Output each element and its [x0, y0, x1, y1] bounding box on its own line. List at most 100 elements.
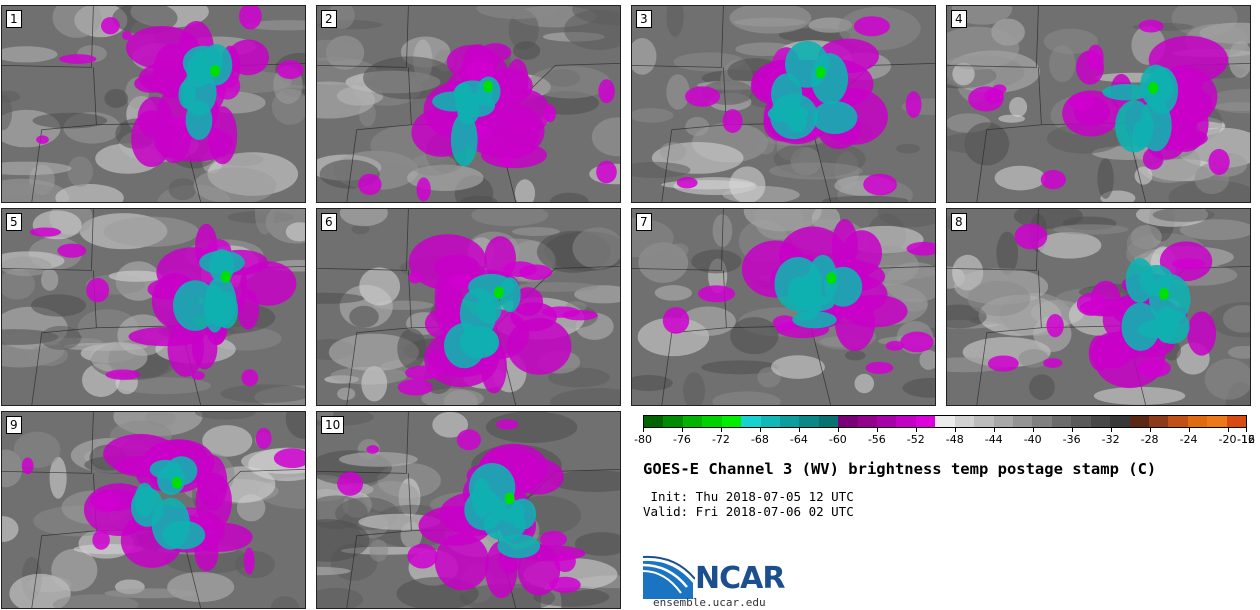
water-vapor-map	[2, 412, 305, 608]
colorbar-segment	[1129, 416, 1149, 427]
colorbar-segment	[1187, 416, 1208, 427]
colorbar-segment	[1168, 416, 1188, 427]
water-vapor-map	[317, 209, 620, 405]
colorbar-tick-mark	[1110, 428, 1112, 432]
colorbar-tick-mark	[876, 428, 878, 432]
panel-number-label: 6	[321, 213, 337, 231]
panel-number-label: 7	[636, 213, 652, 231]
colorbar-legend: -80 -76 -72 -68 -64 -60 -56 -52 -48 -44 -40 -36 -32 -…	[634, 415, 1255, 452]
stamp-panel-7: 7	[631, 208, 936, 406]
colorbar-tick-mark	[954, 428, 956, 432]
colorbar-tick-mark	[1032, 428, 1034, 432]
colorbar-tick-label: -80	[634, 433, 652, 446]
stamp-panel-5: 5	[1, 208, 306, 406]
colorbar-segment	[779, 416, 800, 427]
water-vapor-map	[317, 6, 620, 202]
colorbar-tick-label: -48	[945, 433, 964, 446]
colorbar-segment	[682, 416, 703, 427]
panel-number-label: 4	[951, 10, 967, 28]
colorbar-segment	[1148, 416, 1169, 427]
stamp-panel-8: 8	[946, 208, 1251, 406]
panel-number-label: 1	[6, 10, 22, 28]
colorbar-tick-label: -12	[1237, 433, 1255, 446]
water-vapor-map	[947, 209, 1250, 405]
colorbar-tick-mark	[643, 428, 644, 432]
stamp-panel-9: 9	[1, 411, 306, 609]
water-vapor-map	[947, 6, 1250, 202]
colorbar	[643, 415, 1247, 428]
water-vapor-map	[317, 412, 620, 608]
colorbar-segment	[974, 416, 994, 427]
colorbar-segment	[1013, 416, 1033, 427]
colorbar-tick-mark	[915, 428, 917, 432]
colorbar-segment	[663, 416, 683, 427]
stamp-panel-2: 2	[316, 5, 621, 203]
colorbar-segment	[1110, 416, 1130, 427]
colorbar-segment	[760, 416, 780, 427]
water-vapor-map	[2, 209, 305, 405]
colorbar-tick-mark	[720, 428, 722, 432]
colorbar-tick-label: -52	[906, 433, 925, 446]
colorbar-segment	[721, 416, 742, 427]
panel-number-label: 3	[636, 10, 652, 28]
colorbar-tick-label: -72	[711, 433, 730, 446]
colorbar-segment	[915, 416, 936, 427]
colorbar-tick-label: -24	[1179, 433, 1198, 446]
colorbar-tick-mark	[1227, 428, 1229, 432]
colorbar-tick-mark	[1149, 428, 1151, 432]
product-title: GOES-E Channel 3 (WV) brightness temp po…	[643, 460, 1157, 478]
colorbar-segment	[702, 416, 722, 427]
init-time: Init: Thu 2018-07-05 12 UTC	[643, 489, 854, 504]
colorbar-segment	[1226, 416, 1247, 427]
water-vapor-map	[632, 209, 935, 405]
stamp-panel-10: 10	[316, 411, 621, 609]
water-vapor-map	[2, 6, 305, 202]
colorbar-segment	[935, 416, 955, 427]
colorbar-tick-label: -16	[1237, 433, 1255, 446]
colorbar-segment	[993, 416, 1014, 427]
colorbar-tick-label: -32	[1101, 433, 1120, 446]
panel-number-label: 5	[6, 213, 22, 231]
colorbar-tick-label: -56	[867, 433, 886, 446]
colorbar-segment	[1051, 416, 1072, 427]
colorbar-tick-mark	[681, 428, 683, 432]
panel-number-label: 10	[321, 416, 345, 434]
colorbar-tick-mark	[993, 428, 995, 432]
colorbar-tick-label: -36	[1062, 433, 1081, 446]
colorbar-segment	[896, 416, 916, 427]
colorbar-tick-label: -76	[672, 433, 691, 446]
panel-number-label: 9	[6, 416, 22, 434]
stamp-panel-3: 3	[631, 5, 936, 203]
colorbar-tick-label: -28	[1140, 433, 1159, 446]
colorbar-segment	[1032, 416, 1052, 427]
colorbar-tick-mark	[837, 428, 839, 432]
ncar-logo-text: NCAR	[695, 561, 785, 596]
ncar-logo: NCAR	[642, 553, 803, 599]
panel-number-label: 8	[951, 213, 967, 231]
colorbar-tick-mark	[1246, 428, 1247, 432]
stamp-panel-6: 6	[316, 208, 621, 406]
colorbar-tick-label: -20	[1218, 433, 1237, 446]
colorbar-tick-mark	[1071, 428, 1073, 432]
water-vapor-map	[632, 6, 935, 202]
colorbar-segment	[954, 416, 975, 427]
colorbar-segment	[857, 416, 878, 427]
colorbar-tick-mark	[1188, 428, 1190, 432]
colorbar-tick-mark	[759, 428, 761, 432]
colorbar-tick-label: -40	[1023, 433, 1042, 446]
colorbar-ticks: -80 -76 -72 -68 -64 -60 -56 -52 -48 -44 -40 -36 -32 -…	[634, 428, 1255, 452]
colorbar-segment	[1071, 416, 1091, 427]
colorbar-segment	[1090, 416, 1111, 427]
site-url: ensemble.ucar.edu	[653, 596, 766, 609]
stamp-panel-1: 1	[1, 5, 306, 203]
colorbar-tick-label: -44	[984, 433, 1003, 446]
colorbar-segment	[838, 416, 858, 427]
panel-number-label: 2	[321, 10, 337, 28]
colorbar-tick-label: -60	[828, 433, 847, 446]
colorbar-segment	[799, 416, 819, 427]
colorbar-tick-mark	[798, 428, 800, 432]
ncar-swoosh-icon	[642, 555, 696, 599]
colorbar-tick-label: -64	[789, 433, 808, 446]
stamp-panel-4: 4	[946, 5, 1251, 203]
colorbar-tick-label: -68	[750, 433, 769, 446]
